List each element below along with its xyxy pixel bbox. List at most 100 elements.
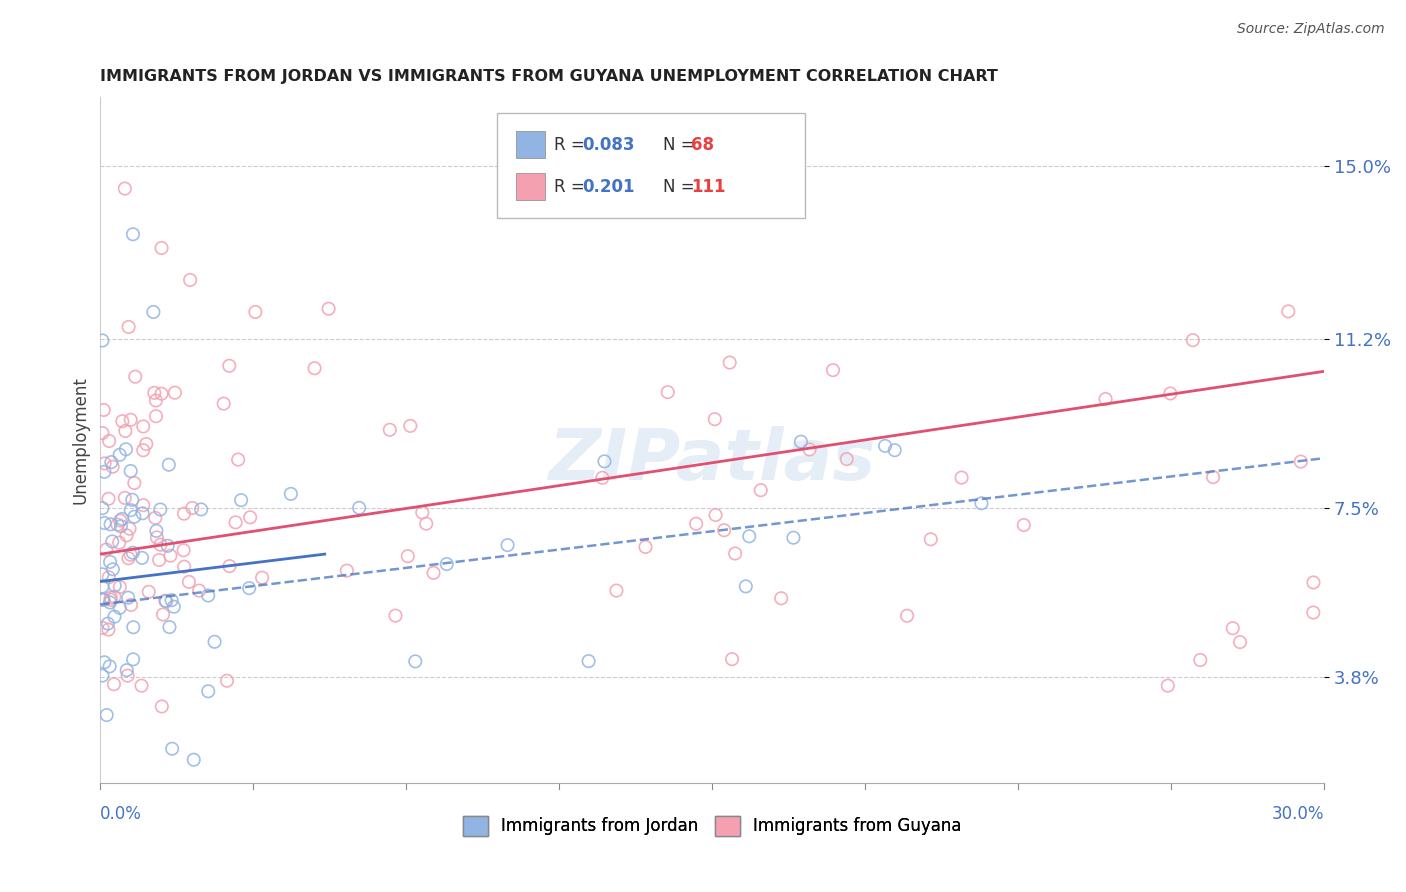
Point [1094,392,1116,406]
Point [131,506,153,520]
Point [115,528,138,542]
Text: 30.0%: 30.0% [1271,805,1324,823]
Point [96,542,118,557]
Point [100,517,122,532]
Point [91,668,114,682]
Point [91,334,114,348]
Point [204,634,226,648]
Point [384,608,406,623]
Point [593,454,616,468]
Point [657,385,679,400]
Point [173,543,195,558]
Point [157,458,180,472]
Point [179,273,201,287]
Point [98,659,121,673]
Y-axis label: Unemployment: Unemployment [72,376,89,504]
Text: N =: N = [662,136,700,153]
Point [970,496,993,510]
Point [1157,679,1180,693]
Point [93,593,115,607]
Point [605,583,627,598]
Point [114,181,136,195]
Point [115,663,138,677]
Point [790,434,813,449]
Point [120,413,142,427]
Point [280,487,302,501]
Point [163,599,186,614]
Point [160,741,183,756]
Point [100,455,122,469]
Point [713,523,735,537]
Point [124,369,146,384]
Point [197,589,219,603]
Point [146,531,169,545]
Point [1181,333,1204,347]
Point [883,443,905,458]
Point [950,470,973,484]
Point [91,580,114,594]
Point [97,616,120,631]
Point [415,516,437,531]
Point [132,419,155,434]
Point [117,320,139,334]
Point [91,567,114,582]
Point [108,514,131,528]
Point [145,409,167,424]
Point [436,557,458,571]
Point [411,506,433,520]
Point [122,546,145,560]
Text: N =: N = [662,178,700,196]
Point [1202,470,1225,484]
Point [1302,575,1324,590]
Point [98,595,121,609]
Point [122,620,145,634]
Point [578,654,600,668]
Point [108,448,131,462]
Text: R =: R = [554,136,591,153]
Point [422,566,444,580]
Point [152,607,174,622]
Point [181,500,204,515]
Point [115,442,138,457]
Point [218,359,240,373]
Point [770,591,793,606]
Point [896,608,918,623]
Point [1189,653,1212,667]
Point [117,591,139,605]
Point [93,403,115,417]
Point [101,562,124,576]
Point [131,679,153,693]
Point [1302,606,1324,620]
Point [634,540,657,554]
Text: R =: R = [554,178,591,196]
Point [108,600,131,615]
Point [156,539,179,553]
Point [159,620,181,634]
Point [138,584,160,599]
Text: ZIPatlas: ZIPatlas [548,426,876,495]
Text: 0.201: 0.201 [582,178,634,196]
Point [97,570,120,584]
Point [131,550,153,565]
Point [250,571,273,585]
Point [799,442,821,457]
Point [173,507,195,521]
Point [91,592,114,607]
Text: 0.0%: 0.0% [100,805,142,823]
Point [396,549,419,564]
Point [160,593,183,607]
Point [100,592,122,607]
Point [212,397,235,411]
Point [91,425,114,440]
Point [120,503,142,517]
Point [835,452,858,467]
Text: 111: 111 [690,178,725,196]
Point [218,559,240,574]
Point [1277,304,1299,318]
Point [1229,635,1251,649]
Text: 68: 68 [690,136,714,153]
Point [239,510,262,524]
Point [238,581,260,595]
Point [155,594,177,608]
Point [718,355,741,369]
